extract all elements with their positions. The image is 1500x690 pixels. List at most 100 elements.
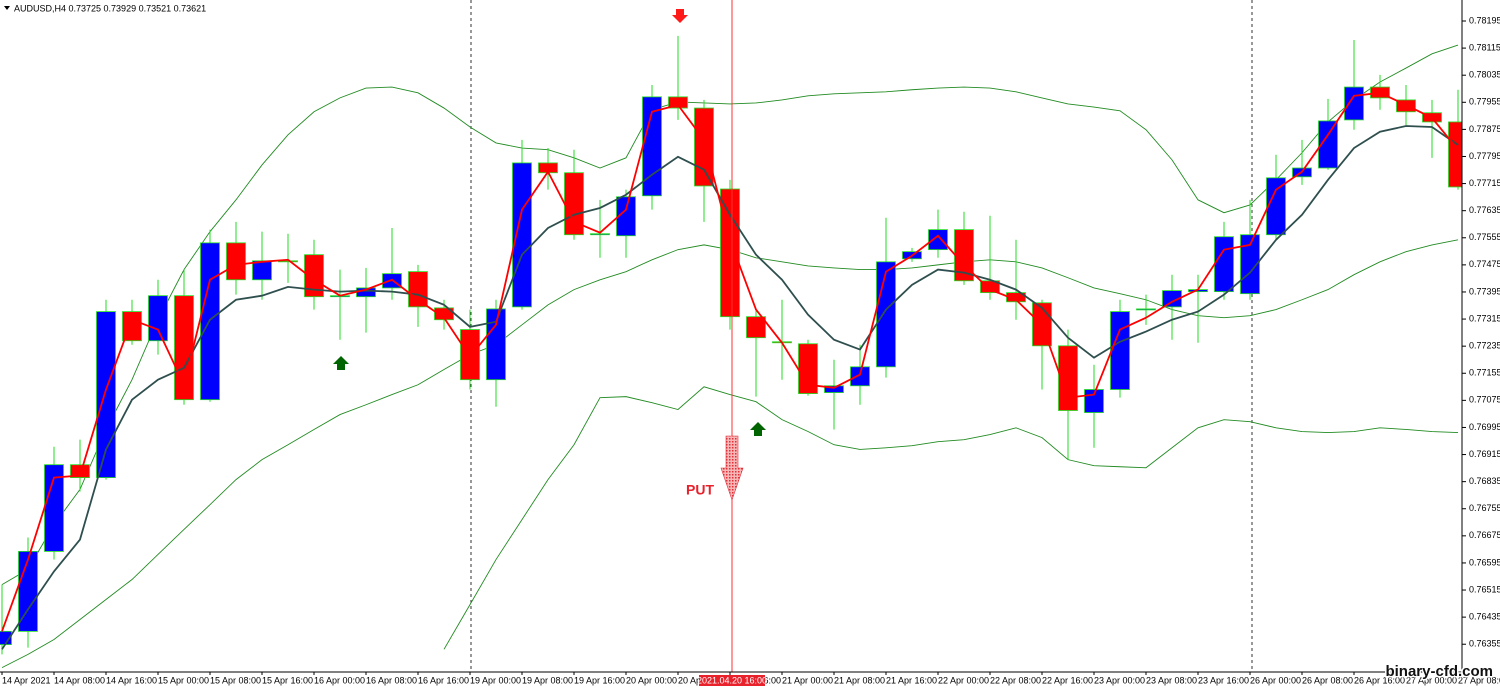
candle-body xyxy=(616,196,636,237)
candle-body xyxy=(304,254,324,298)
x-tick-label: 15 Apr 00:00 xyxy=(158,675,209,685)
y-tick-label: 0.77235 xyxy=(1469,341,1500,351)
y-tick-label: 0.78035 xyxy=(1469,70,1500,80)
crosshair-label: 2021.04.20 16:00 xyxy=(697,675,767,685)
candle-body xyxy=(1318,120,1338,169)
x-tick-label: 19 Apr 08:00 xyxy=(522,675,573,685)
y-tick-label: 0.76595 xyxy=(1469,557,1500,567)
y-tick-label: 0.77075 xyxy=(1469,395,1500,405)
candle-body xyxy=(148,295,168,342)
x-axis: 14 Apr 2021 14 Apr 08:00 14 Apr 16:00 15 Ap… xyxy=(1,672,1500,685)
x-tick-label: 21 Apr 08:00 xyxy=(834,675,885,685)
candle-body xyxy=(486,308,506,381)
x-tick-label: 22 Apr 08:00 xyxy=(990,675,1041,685)
y-tick-label: 0.76515 xyxy=(1469,584,1500,594)
x-tick-label: 22 Apr 16:00 xyxy=(1042,675,1093,685)
y-tick-label: 0.77315 xyxy=(1469,313,1500,323)
candle-body xyxy=(460,329,480,381)
plot-area xyxy=(0,0,1462,672)
x-tick-label: 14 Apr 16:00 xyxy=(106,675,157,685)
candle-body xyxy=(850,366,870,387)
x-tick-label: 23 Apr 16:00 xyxy=(1198,675,1249,685)
x-tick-label: 16 Apr 16:00 xyxy=(418,675,469,685)
y-tick-label: 0.77875 xyxy=(1469,124,1500,134)
candle-body xyxy=(694,107,714,187)
x-tick-label: 15 Apr 16:00 xyxy=(262,675,313,685)
x-tick-label: 20 Apr 00:00 xyxy=(626,675,677,685)
crosshair-label-bg xyxy=(699,675,765,686)
x-tick-label: 19 Apr 00:00 xyxy=(470,675,521,685)
candle-body xyxy=(408,271,428,308)
y-tick-label: 0.76435 xyxy=(1469,612,1500,622)
moving-average-line xyxy=(1,125,1459,650)
y-tick-label: 0.77955 xyxy=(1469,97,1500,107)
signal-arrow-up xyxy=(333,356,349,370)
x-tick-label: 14 Apr 2021 xyxy=(2,675,51,685)
y-tick-label: 0.77155 xyxy=(1469,368,1500,378)
x-tick-label: 21 Apr 16:00 xyxy=(886,675,937,685)
x-tick-label: 27 Apr 08:00 xyxy=(1458,675,1500,685)
candle-body xyxy=(746,316,766,339)
candle-body xyxy=(252,260,272,281)
y-tick-label: 0.76835 xyxy=(1469,476,1500,486)
x-tick-label: 23 Apr 08:00 xyxy=(1146,675,1197,685)
y-tick-label: 0.76755 xyxy=(1469,503,1500,513)
band-line xyxy=(443,386,1459,650)
signal-arrow-down xyxy=(672,9,688,23)
x-tick-label: 14 Apr 08:00 xyxy=(54,675,105,685)
candle-body xyxy=(0,630,12,645)
candle-body xyxy=(980,280,1000,294)
candle-body xyxy=(590,233,610,236)
candle-body xyxy=(928,229,948,251)
x-tick-label: 21 Apr 00:00 xyxy=(782,675,833,685)
candle-body xyxy=(1136,308,1156,311)
x-tick-label: 23 Apr 00:00 xyxy=(1094,675,1145,685)
y-tick-label: 0.76915 xyxy=(1469,449,1500,459)
candle-body xyxy=(824,385,844,393)
y-axis: 0.78195 0.78115 0.78035 0.77955 0.77875 0.777… xyxy=(1462,15,1500,649)
y-tick-label: 0.78115 xyxy=(1469,42,1500,52)
signal-arrow-up xyxy=(750,422,766,436)
x-tick-label: 26 Apr 08:00 xyxy=(1302,675,1353,685)
y-tick-label: 0.76675 xyxy=(1469,530,1500,540)
candle-body xyxy=(1266,177,1286,236)
candle-body xyxy=(96,311,116,478)
candle-body xyxy=(1240,234,1260,295)
y-tick-label: 0.77475 xyxy=(1469,259,1500,269)
put-arrow xyxy=(720,435,744,501)
candle-body xyxy=(668,96,688,109)
candle-body xyxy=(876,261,896,368)
candle-body xyxy=(226,242,246,281)
x-tick-label: 16 Apr 08:00 xyxy=(366,675,417,685)
x-tick-label: 27 Apr 00:00 xyxy=(1406,675,1457,685)
y-tick-label: 0.77635 xyxy=(1469,205,1500,215)
candle-body xyxy=(512,162,532,308)
candle-body xyxy=(1162,290,1182,308)
candle-body xyxy=(1448,121,1462,188)
y-tick-label: 0.76995 xyxy=(1469,422,1500,432)
band-line xyxy=(1,44,1459,585)
put-label: PUT xyxy=(686,482,714,498)
y-tick-label: 0.77555 xyxy=(1469,232,1500,242)
x-tick-label: 16 Apr 00:00 xyxy=(314,675,365,685)
crosshair-box: 2021.04.20 16:00 xyxy=(697,675,767,686)
x-tick-label: 26 Apr 00:00 xyxy=(1250,675,1301,685)
y-tick-label: 0.78195 xyxy=(1469,15,1500,25)
candle-body xyxy=(1344,86,1364,121)
moving-average-line xyxy=(1,91,1459,632)
candle-body xyxy=(70,464,90,478)
candle-body xyxy=(720,188,740,318)
candle-body xyxy=(1058,345,1078,411)
y-tick-label: 0.76355 xyxy=(1469,639,1500,649)
x-tick-label: 19 Apr 16:00 xyxy=(574,675,625,685)
y-tick-label: 0.77395 xyxy=(1469,286,1500,296)
x-tick-label: 22 Apr 00:00 xyxy=(938,675,989,685)
chart-title: AUDUSD,H4 0.73725 0.73929 0.73521 0.7362… xyxy=(14,3,206,13)
y-tick-label: 0.77715 xyxy=(1469,178,1500,188)
watermark: binary-cfd.com xyxy=(1385,663,1493,680)
x-tick-label: 26 Apr 16:00 xyxy=(1354,675,1405,685)
header-icon xyxy=(4,6,10,10)
candle-body xyxy=(1110,311,1130,390)
